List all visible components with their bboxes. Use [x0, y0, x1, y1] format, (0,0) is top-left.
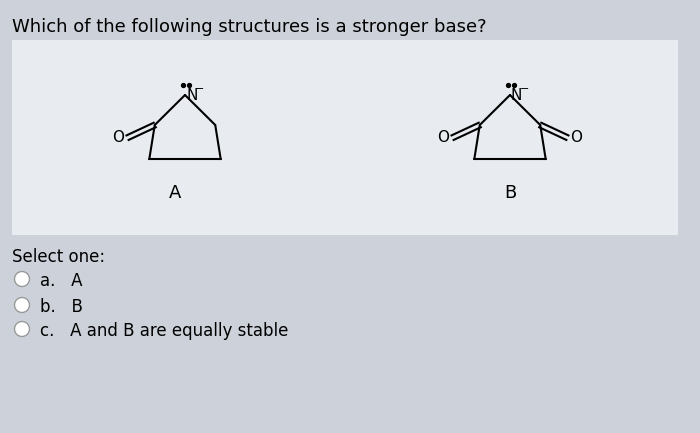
Text: −: − [520, 84, 529, 94]
Text: O: O [438, 130, 449, 145]
Text: O: O [113, 130, 125, 145]
Circle shape [15, 297, 29, 313]
Text: A: A [169, 184, 181, 202]
Text: a.   A: a. A [40, 272, 83, 290]
Text: Select one:: Select one: [12, 248, 105, 266]
Text: c.   A and B are equally stable: c. A and B are equally stable [40, 322, 288, 340]
Text: O: O [570, 130, 582, 145]
Text: B: B [504, 184, 516, 202]
Text: N: N [511, 87, 522, 103]
FancyBboxPatch shape [12, 40, 678, 235]
Circle shape [15, 271, 29, 287]
Text: −: − [195, 84, 204, 94]
Circle shape [15, 321, 29, 336]
Text: N: N [186, 87, 197, 103]
Text: b.   B: b. B [40, 298, 83, 316]
Text: Which of the following structures is a stronger base?: Which of the following structures is a s… [12, 18, 486, 36]
